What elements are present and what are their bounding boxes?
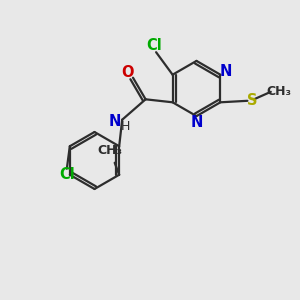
Text: CH₃: CH₃ <box>98 144 123 157</box>
Text: O: O <box>121 65 134 80</box>
Text: N: N <box>220 64 232 79</box>
Text: H: H <box>121 120 130 133</box>
Text: Cl: Cl <box>59 167 75 182</box>
Text: N: N <box>190 115 203 130</box>
Text: CH₃: CH₃ <box>267 85 292 98</box>
Text: N: N <box>109 114 121 129</box>
Text: S: S <box>247 93 257 108</box>
Text: Cl: Cl <box>147 38 163 53</box>
